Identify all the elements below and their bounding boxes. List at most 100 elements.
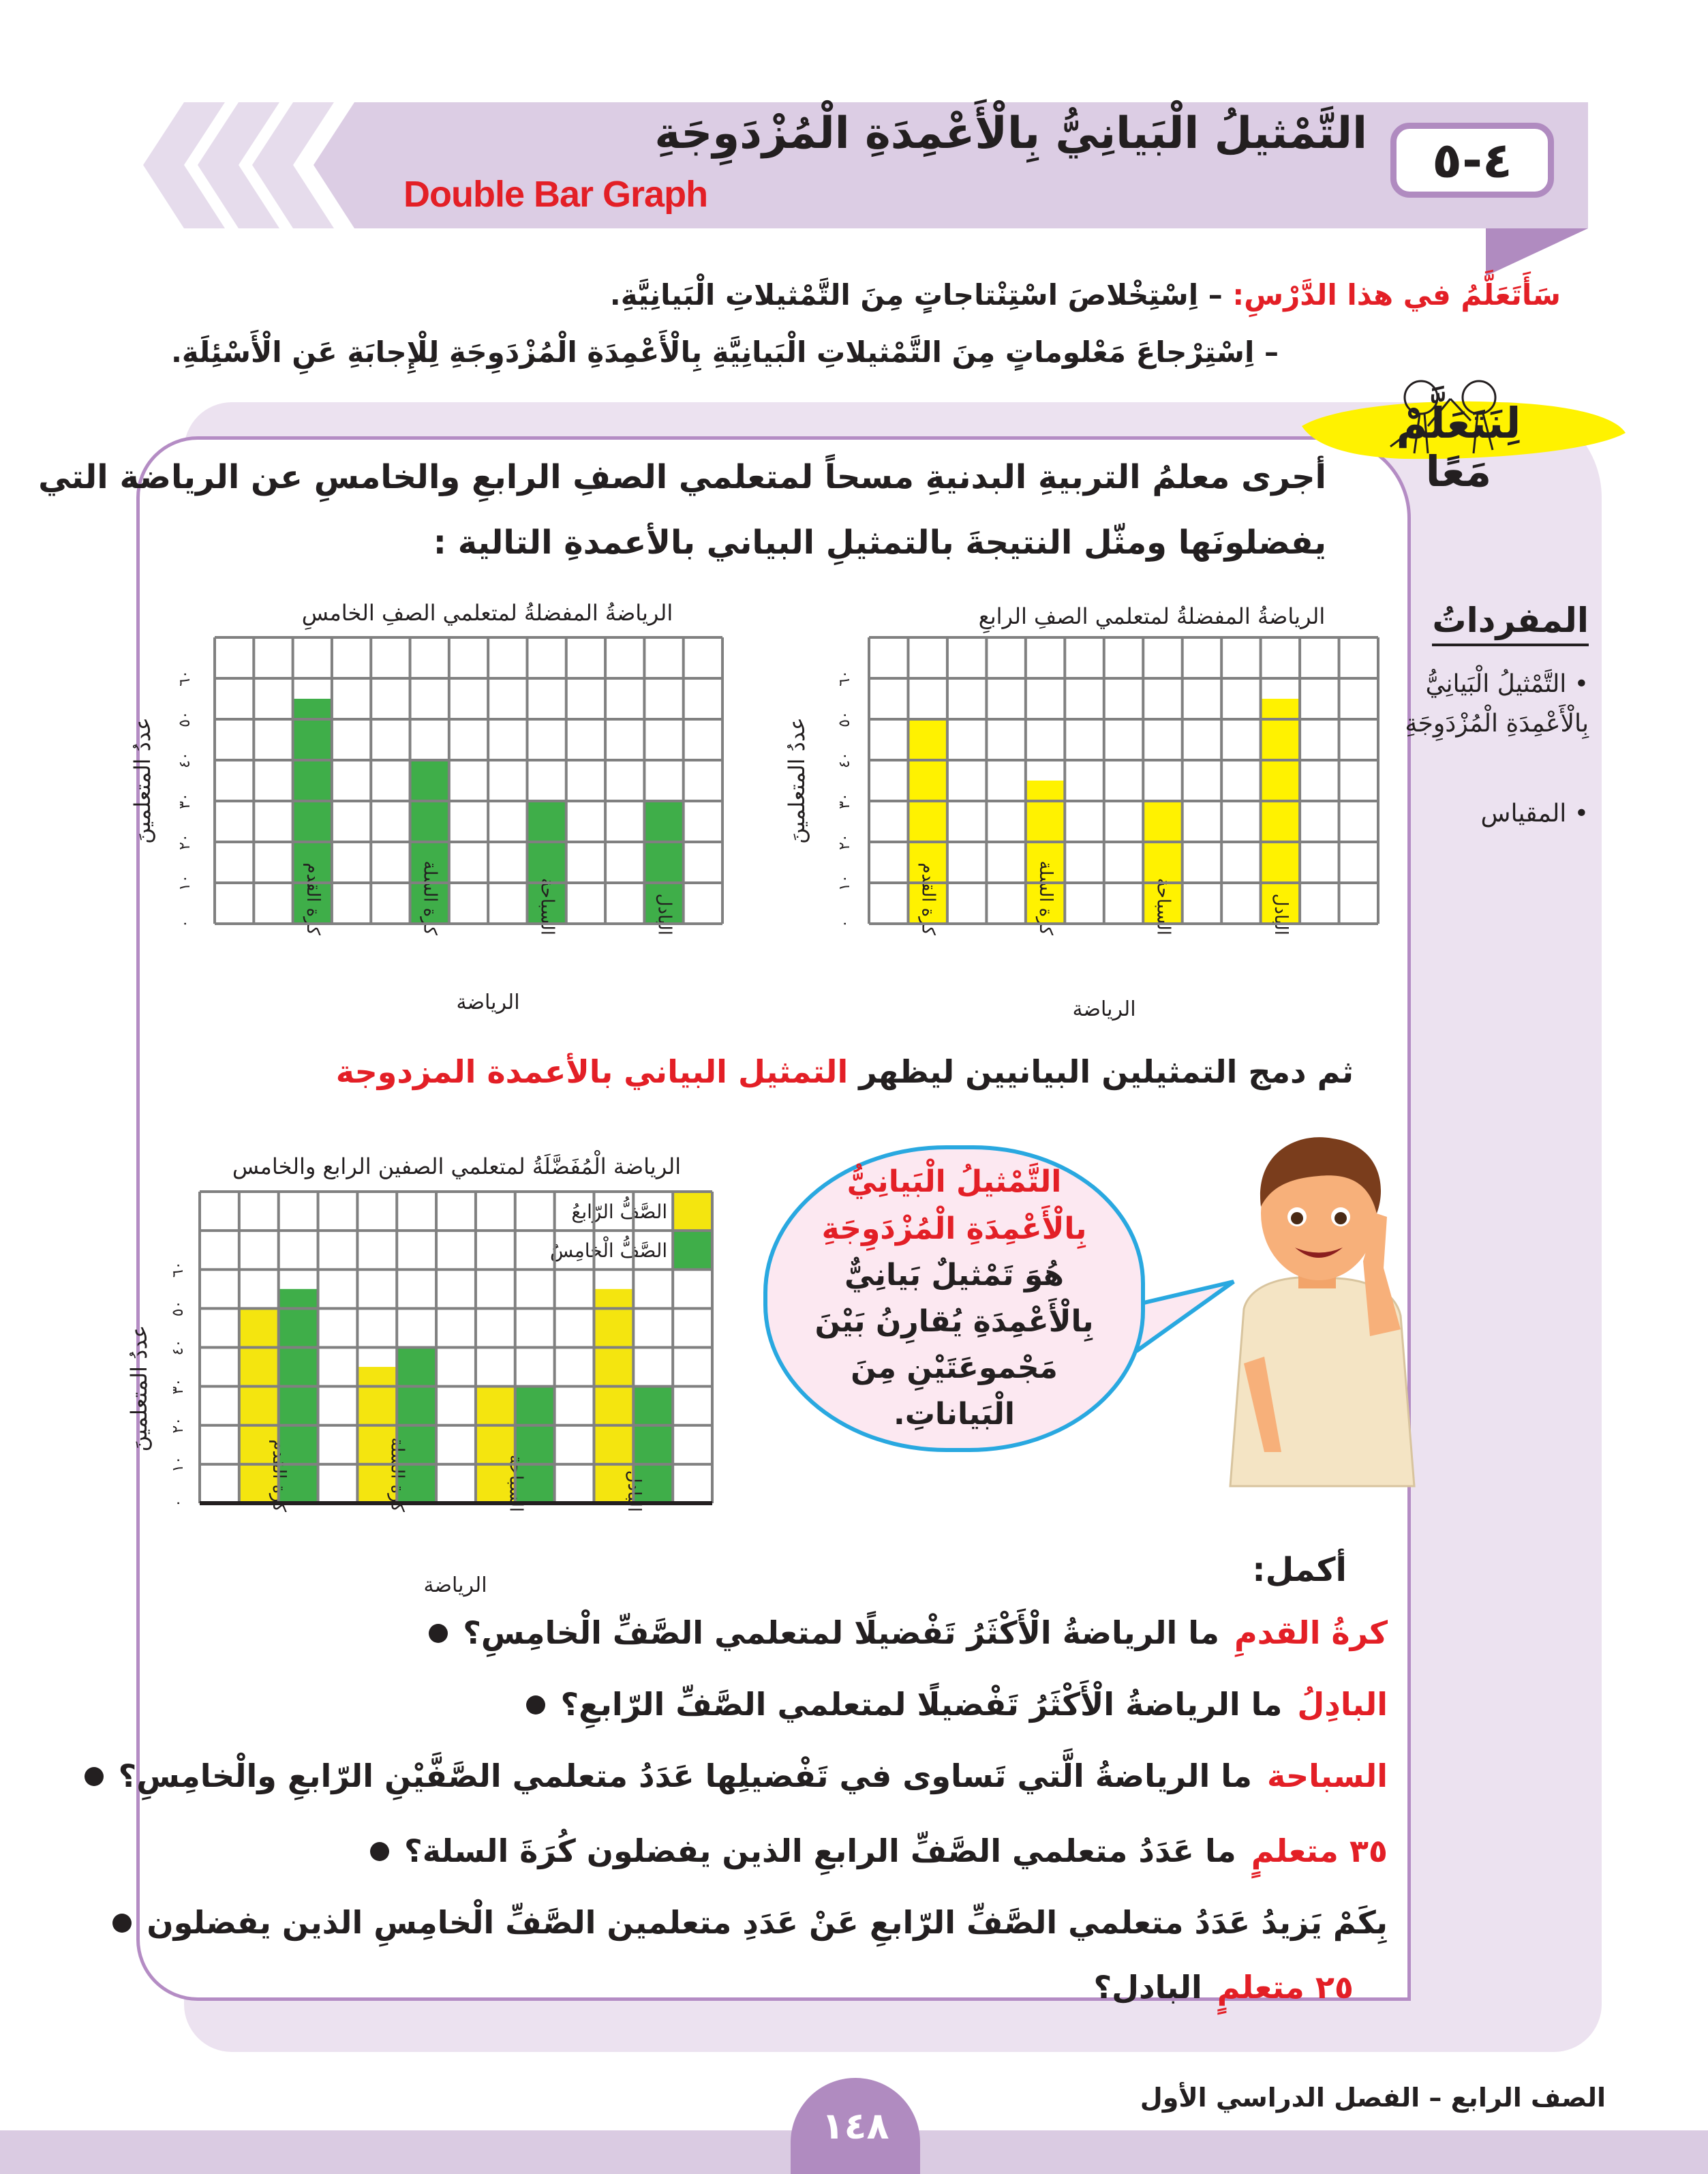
badge-label: لِنَتَعَلَّمْ مَعًا [1396,398,1521,497]
chart-1: كرة القدم كرة السلة السباحة البادل٠١٠٢٠٣٠٤٠… [784,603,1379,1021]
y-tick-label: ٠ [177,920,194,928]
intro-line: أجرى معلمُ التربيةِ البدنيةِ مسحاً لمتعل… [38,458,1326,496]
y-tick-label: ٦٠ [836,670,853,686]
chart-title: الرياضة الْمُفَضَّلَةُ لمتعلمي الصفين ال… [232,1149,681,1179]
bar-fourth-grade [239,1308,279,1503]
category-label: البادل [654,894,675,935]
bar [644,801,684,924]
objective-line-1: سَأَتَعَلَّمُ في هذا الدَّرْسِ: – اِسْتِ… [610,278,1561,312]
bullet-icon [526,1695,546,1715]
merge-sentence-highlight: التمثيل البياني بالأعمدة المزدوجة [335,1053,849,1090]
vocab-item: • المقياس [1480,800,1589,828]
question-item: ما عَدَدُ متعلمي الصَّفِّ الرابعِ الذين … [370,1832,1388,1870]
answer-text[interactable]: البادِلُ [1297,1686,1388,1723]
question-item: بِكَمْ يَزيدُ عَدَدُ متعلمي الصَّفِّ الر… [112,1904,1388,1942]
answer-text[interactable]: ٢٥ متعلمٍ [1217,1969,1354,2006]
footer-text: الصف الرابع – الفصل الدراسي الأول [1140,2083,1606,2113]
exercise-title: أكمل: [1252,1551,1347,1589]
vocab-title: المفرداتُ [1432,600,1589,646]
legend-label: الصَّفُّ الرّابعُ [571,1196,667,1223]
header-band [184,102,1588,228]
answer-text[interactable]: ٣٥ متعلمٍ [1251,1832,1388,1869]
bar [908,719,947,924]
merge-sentence: ثم دمج التمثيلين البيانيين ليظهر التمثيل… [336,1053,1354,1091]
question-text: ما الرياضةُ الَّتي تَساوى في تَفْضيلِها … [118,1757,1253,1794]
answer-text[interactable]: كرةُ القدمِ [1234,1614,1388,1651]
category-label: السباحة [1153,878,1173,935]
y-axis-label: عددُ المتعلمينَ [784,717,810,844]
speech-bubble: التَّمْثيلُ الْبَيانِيُّ بِالْأَعْمِدَةِ… [763,1145,1145,1452]
bar [527,801,566,924]
y-tick-label: ٤٠ [177,752,194,768]
x-axis-label: الرياضة [456,991,519,1014]
y-axis-label: عددُ المتعلمينَ [129,717,155,844]
y-tick-label: ٢٠ [836,834,853,850]
y-tick-label: ٢٠ [170,1417,187,1434]
definition-body: هُوَ تَمْثيلٌ بَيانِيٌّ بِالْأَعْمِدَةِ … [814,1257,1094,1432]
y-tick-label: ٠ [836,920,853,928]
answer-text[interactable]: السباحة [1267,1757,1388,1794]
bar-charts: كرة القدم كرة السلة السباحة البادل٠١٠٢٠٣٠٤٠… [126,600,1379,1597]
x-axis-label: الرياضة [423,1573,487,1597]
vocab-item-text: المقياس [1480,800,1567,828]
objectives-lead: سَأَتَعَلَّمُ في هذا الدَّرْسِ: [1232,278,1561,312]
bullet-icon [370,1841,390,1861]
question-text: ما عَدَدُ متعلمي الصَّفِّ الرابعِ الذين … [404,1832,1236,1869]
y-tick-label: ٣٠ [177,793,194,809]
x-axis-label: الرياضة [1072,997,1135,1021]
bar [1260,699,1300,924]
bullet-icon [112,1913,132,1933]
chart-title: الرياضةُ المفضلةُ لمتعلمي الصفِ الخامسِ [302,600,673,630]
stick-figures-icon [1390,380,1497,454]
bullet-icon [429,1623,448,1643]
y-tick-label: ٥٠ [170,1301,187,1317]
objective-item: – اِسْتِخْلاصَ اسْتِنْتاجاتٍ مِنَ التَّم… [609,278,1223,312]
y-tick-label: ٦٠ [170,1261,187,1278]
question-text: ما الرياضةُ الْأَكْثَرُ تَفْضيلًا لمتعلم… [560,1686,1283,1723]
y-axis-label: عددُ المتعلمينَ [126,1325,152,1452]
legend-swatch [673,1231,712,1270]
y-tick-label: ١٠ [836,875,853,891]
category-label: البادل [1270,894,1291,935]
y-tick-label: ١٠ [170,1456,187,1473]
bar-fifth-grade [278,1288,318,1503]
bar-fourth-grade [594,1288,634,1503]
chevron-decoration-icon [143,102,354,228]
bar [292,699,332,924]
bar-fifth-grade [633,1386,673,1503]
merge-sentence-text: ثم دمج التمثيلين البيانيين ليظهر [859,1053,1354,1090]
objective-item: – اِسْتِرْجاعَ مَعْلوماتٍ مِنَ التَّمْثي… [170,335,1279,369]
vocab-item-text: التَّمْثيلُ الْبَيانِيُّ بِالْأَعْمِدَةِ… [1405,670,1589,738]
definition-term: التَّمْثيلُ الْبَيانِيُّ بِالْأَعْمِدَةِ… [821,1164,1087,1246]
chart-2: كرة القدم كرة السلة السباحة البادل٠١٠٢٠٣٠٤٠… [129,600,724,1014]
y-tick-label: ٤٠ [170,1340,187,1356]
boy-character-illustration [1229,1137,1416,1488]
category-label: السباحة [537,878,558,935]
page-number: ١٤٨ [791,2078,920,2174]
question-item: ما الرياضةُ الْأَكْثَرُ تَفْضيلًا لمتعلم… [526,1686,1388,1723]
vocab-item: • التَّمْثيلُ الْبَيانِيُّ بِالْأَعْمِدَ… [1405,670,1589,738]
definition-text: التَّمْثيلُ الْبَيانِيُّ بِالْأَعْمِدَةِ… [805,1159,1103,1438]
lets-learn-together-badge [1302,380,1626,459]
y-tick-label: ٤٠ [836,752,853,768]
page-title: التَّمْثيلُ الْبَيانِيُّ بِالْأَعْمِدَةِ… [654,108,1367,159]
y-tick-label: ٥٠ [177,711,194,727]
intro-line: يفضلونَها ومثّل النتيجةَ بالتمثيلِ البيا… [433,524,1326,562]
y-tick-label: ٢٠ [177,834,194,850]
lesson-number: ٤-٥ [1390,123,1554,198]
legend-swatch [673,1192,712,1231]
bar [1025,781,1065,924]
question-item: ما الرياضةُ الْأَكْثَرُ تَفْضيلًا لمتعلم… [429,1614,1388,1652]
chart-title: الرياضةُ المفضلةُ لمتعلمي الصفِ الرابعِ [979,603,1326,633]
bar-fifth-grade [515,1386,555,1503]
question-item: ما الرياضةُ الَّتي تَساوى في تَفْضيلِها … [84,1757,1388,1795]
y-tick-label: ٠ [170,1499,187,1507]
bar-fourth-grade [475,1386,515,1503]
page-subtitle-english: Double Bar Graph [403,174,708,215]
y-tick-label: ٥٠ [836,711,853,727]
y-tick-label: ١٠ [177,875,194,891]
bar [1143,801,1183,924]
y-tick-label: ٣٠ [170,1378,187,1395]
question-text: بِكَمْ يَزيدُ عَدَدُ متعلمي الصَّفِّ الر… [147,1904,1388,1941]
